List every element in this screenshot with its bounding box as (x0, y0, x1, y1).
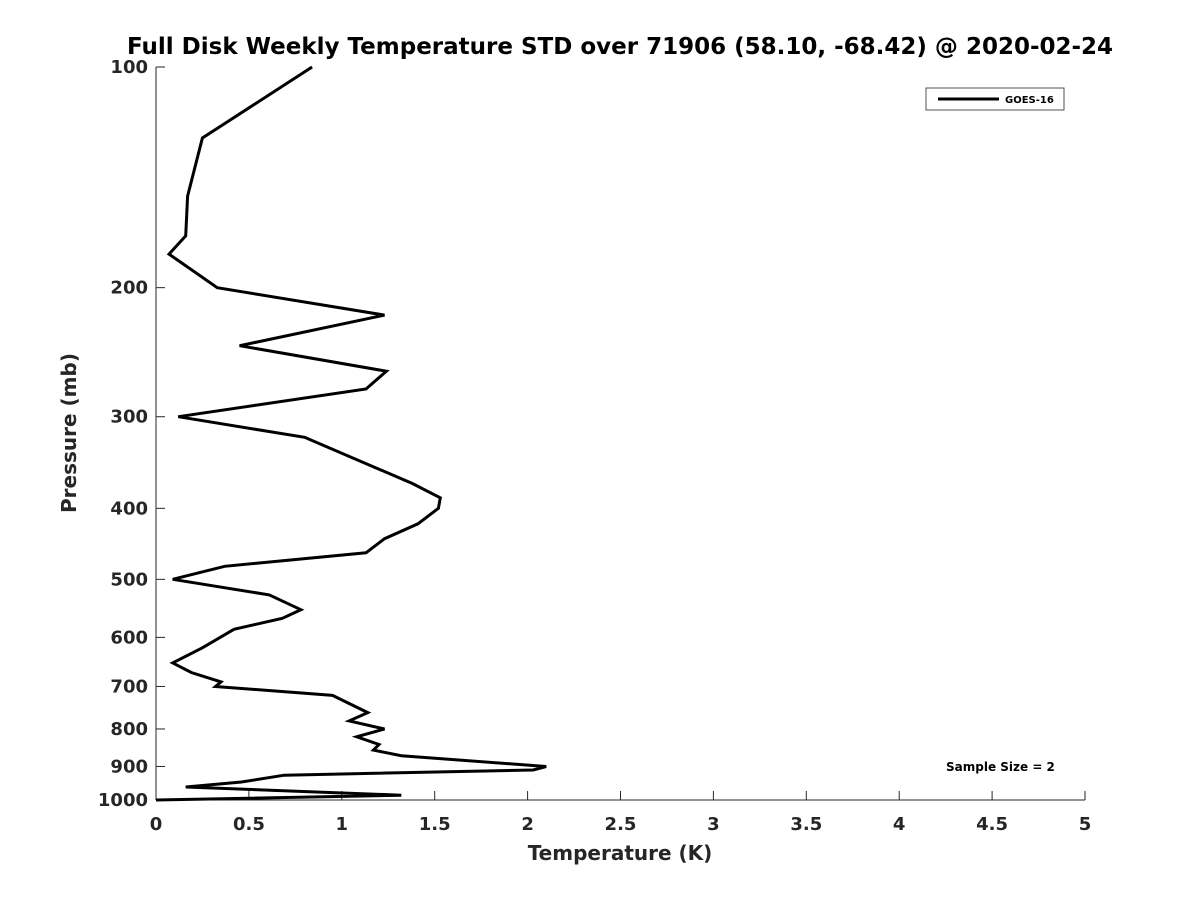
series-lines (155, 65, 547, 802)
x-tick-label: 0.5 (233, 814, 265, 835)
x-tick-label: 1 (336, 814, 349, 835)
y-tick-label: 600 (110, 627, 148, 648)
legend: GOES-16 (925, 87, 1065, 111)
chart-title: Full Disk Weekly Temperature STD over 71… (127, 34, 1113, 60)
y-tick-label: 400 (110, 498, 148, 519)
sample-size-annotation: Sample Size = 2 (946, 760, 1055, 774)
series-line-0 (155, 65, 547, 802)
y-tick-label: 100 (110, 57, 148, 78)
y-tick-label: 1000 (98, 790, 148, 811)
x-tick-label: 2.5 (605, 814, 637, 835)
y-axis-label: Pressure (mb) (57, 353, 81, 513)
x-tick-label: 0 (150, 814, 163, 835)
x-tick-label: 2 (521, 814, 534, 835)
plot-area (155, 67, 1085, 801)
x-tick-label: 3 (707, 814, 720, 835)
plot-background (156, 67, 1085, 800)
x-tick-label: 4 (893, 814, 906, 835)
x-axis-ticks: 0 0.5 1 1.5 2 2.5 3 3.5 4 4.5 5 (150, 791, 1092, 835)
x-tick-label: 1.5 (419, 814, 451, 835)
x-axis-label: Temperature (K) (528, 841, 713, 865)
y-tick-label: 500 (110, 569, 148, 590)
y-tick-label: 300 (110, 407, 148, 428)
y-tick-label: 700 (110, 676, 148, 697)
x-tick-label: 5 (1079, 814, 1092, 835)
x-tick-label: 3.5 (790, 814, 822, 835)
y-tick-label: 200 (110, 278, 148, 299)
y-axis-ticks: 100 200 300 400 500 600 700 800 900 1000 (98, 57, 165, 811)
y-tick-label: 800 (110, 719, 148, 740)
x-tick-label: 4.5 (976, 814, 1008, 835)
legend-label: GOES-16 (1005, 95, 1054, 106)
y-tick-label: 900 (110, 756, 148, 777)
